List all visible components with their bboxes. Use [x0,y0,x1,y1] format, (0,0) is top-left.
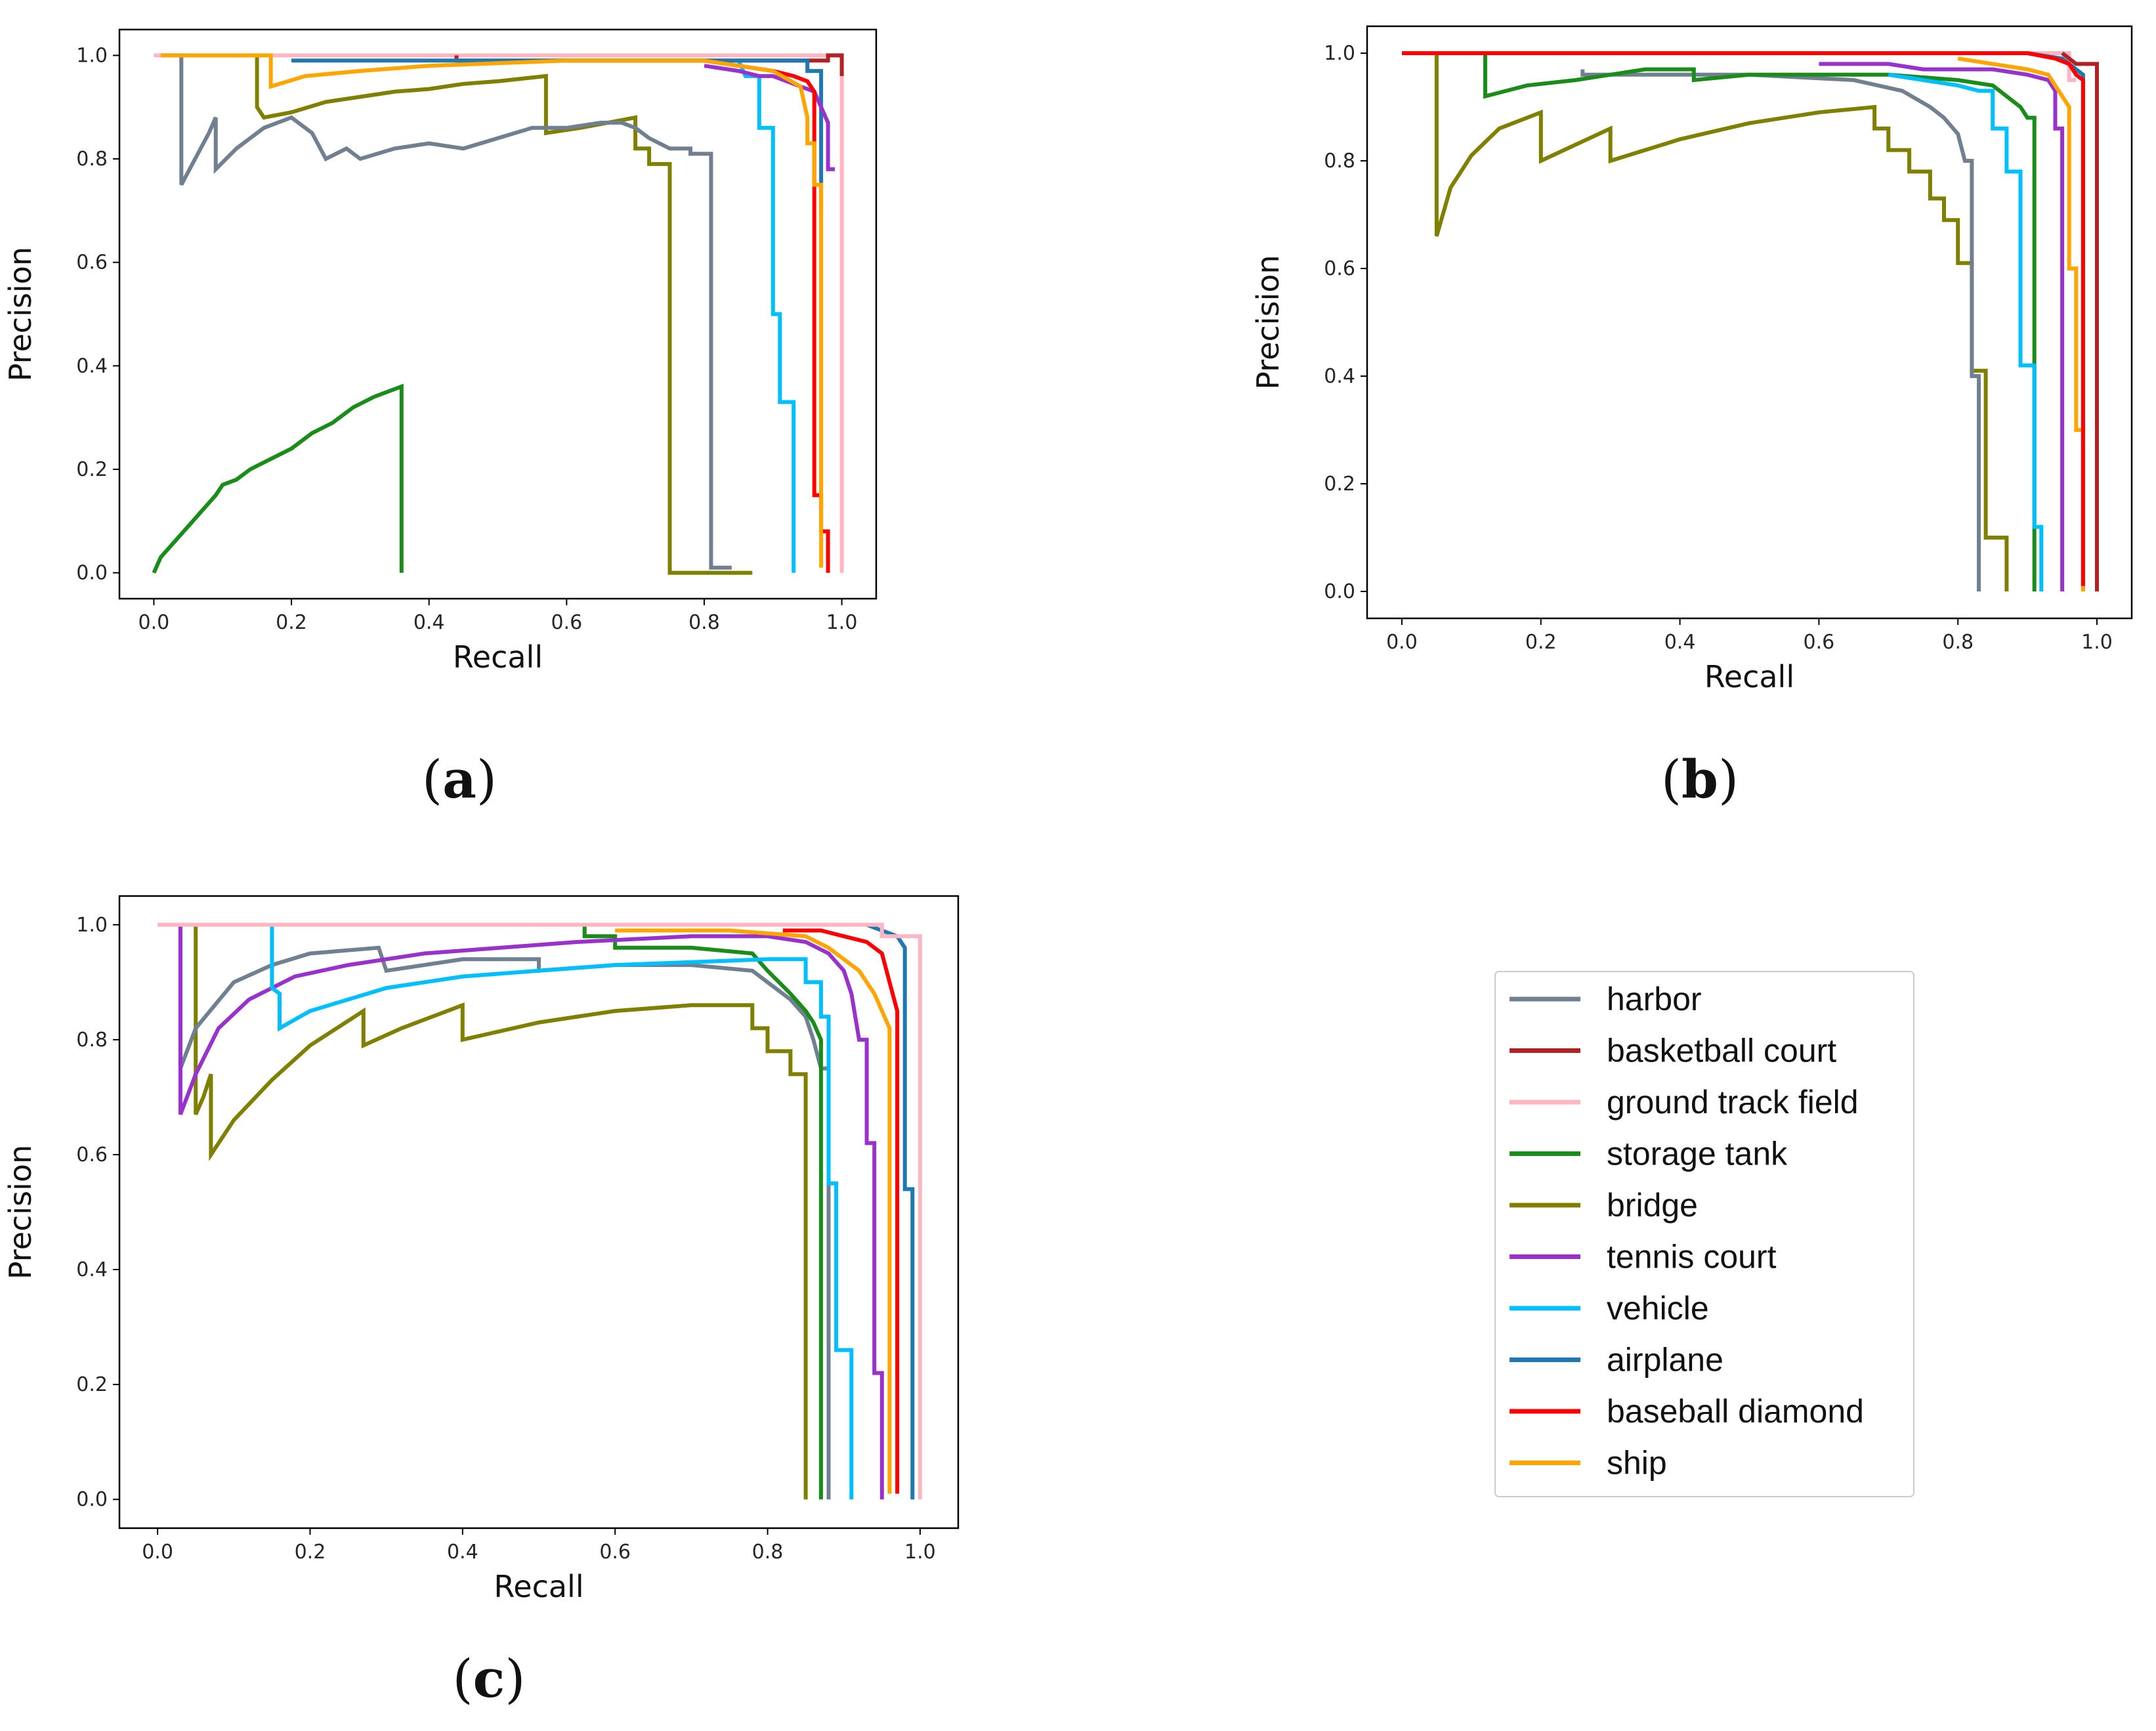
x-tick-label: 0.6 [599,1541,631,1564]
legend-item: storage tank [1510,1136,1788,1172]
series-line-ground-track-field [158,922,922,1500]
x-tick-label: 0.4 [447,1541,478,1564]
legend-item: basketball court [1510,1033,1836,1069]
series-line-ship [160,53,824,568]
chart-panel-b: 0.0 0.2 0.4 0.6 0.8 1.0 0.0 0.2 0.4 0.6 0.8 1.0 Reca… [1250,25,2133,810]
x-tick-label: 0.6 [1804,631,1835,654]
legend-item: airplane [1510,1342,1723,1378]
x-tick-label: 0.0 [138,611,170,634]
series-line-storage-tank [582,924,823,1500]
x-tick-label: 0.8 [1942,631,1974,654]
y-tick-label: 1.0 [76,914,108,937]
series-line-tennis-court [178,924,884,1500]
legend-label: ground track field [1607,1084,1859,1121]
legend-box [1494,971,1914,1497]
legend-label: baseball diamond [1607,1393,1864,1430]
x-tick-label: 0.2 [276,611,307,634]
x-tick-label: 0.4 [413,611,445,634]
series-line-tennis-court [1819,62,2065,591]
y-tick-label: 1.0 [1324,42,1355,65]
y-tick-label: 0.0 [76,562,108,585]
legend-label: vehicle [1607,1290,1709,1327]
series-group [1402,51,2099,591]
series-line-baseball-diamond [782,928,900,1494]
panels: 0.0 0.2 0.4 0.6 0.8 1.0 0.0 0.2 0.4 0.6 0.8 1.0 Reca… [3,25,2133,1709]
plot-frame [118,895,960,1529]
y-tick-label: 0.0 [76,1488,108,1511]
y-axis-label: Precision [3,1145,38,1279]
y-tick-label: 0.8 [76,148,108,171]
legend-label: ship [1607,1445,1667,1482]
y-tick-label: 1.0 [76,44,108,67]
plot-area [119,30,876,599]
x-tick-label: 0.0 [142,1541,173,1564]
y-tick-label: 0.8 [1324,150,1355,173]
plot-frame [118,28,877,600]
series-line-bridge [255,55,753,575]
plot-area [1367,26,2132,618]
series-line-storage-tank [1402,51,2037,591]
x-tick-label: 0.8 [688,611,720,634]
legend-item: baseball diamond [1510,1393,1864,1430]
legend-item: ship [1510,1445,1667,1482]
series-line-vehicle [1888,72,2044,591]
legend-label: bridge [1607,1187,1698,1224]
series-line-storage-tank [152,383,404,574]
series-line-baseball-diamond [1402,51,2085,586]
legend-label: tennis court [1607,1239,1777,1275]
y-tick-label: 0.4 [1324,365,1355,388]
y-tick-label: 0.0 [1324,580,1355,603]
series-line-bridge [1434,53,2009,591]
x-axis-label: Recall [453,639,543,675]
legend-item: ground track field [1510,1084,1859,1121]
series-line-bridge [194,924,808,1500]
panel-label: (b) [1661,748,1739,810]
x-tick-label: 0.4 [1664,631,1696,654]
series-line-ship [1957,56,2085,591]
series-line-harbor [160,53,732,570]
y-tick-label: 0.2 [76,1373,108,1396]
y-axis-label: Precision [3,247,38,381]
y-axis-label: Precision [1250,255,1286,389]
legend-item: vehicle [1510,1290,1709,1327]
x-tick-label: 0.6 [551,611,582,634]
x-axis-label: Recall [1704,659,1794,695]
y-tick-label: 0.6 [76,251,108,274]
y-tick-label: 0.6 [76,1143,108,1166]
x-tick-label: 0.0 [1386,631,1418,654]
x-tick-label: 0.2 [1525,631,1557,654]
plot-frame [1366,25,2133,620]
x-tick-label: 1.0 [2081,631,2113,654]
legend: harbor basketball court ground track field… [1494,971,1914,1497]
x-tick-label: 1.0 [904,1541,936,1564]
x-tick-label: 0.2 [295,1541,326,1564]
series-line-ship [615,928,892,1494]
series-line-basketball-court [2061,51,2099,591]
x-tick-label: 1.0 [826,611,858,634]
legend-item: bridge [1510,1187,1698,1224]
x-tick-label: 0.8 [752,1541,784,1564]
legend-label: airplane [1607,1342,1723,1378]
chart-panel-c: 0.0 0.2 0.4 0.6 0.8 1.0 0.0 0.2 0.4 0.6 0.8 1.0 Reca… [3,895,960,1709]
x-axis-label: Recall [494,1569,583,1604]
y-tick-label: 0.6 [1324,257,1355,280]
panel-label: (c) [452,1648,525,1709]
legend-label: harbor [1607,981,1702,1017]
legend-label: storage tank [1607,1136,1788,1172]
y-tick-label: 0.2 [1324,473,1355,496]
chart-panel-a: 0.0 0.2 0.4 0.6 0.8 1.0 0.0 0.2 0.4 0.6 0.8 1.0 Reca… [3,28,877,810]
series-group [158,922,922,1500]
legend-item: tennis court [1510,1239,1777,1275]
y-tick-label: 0.2 [76,458,108,481]
legend-item: harbor [1510,981,1702,1017]
y-tick-label: 0.4 [76,1258,108,1281]
series-line-vehicle [270,924,854,1500]
y-tick-label: 0.4 [76,354,108,377]
legend-label: basketball court [1607,1033,1836,1069]
y-tick-label: 0.8 [76,1029,108,1052]
plot-area [119,896,958,1528]
series-group [152,53,844,575]
panel-label: (a) [422,748,497,810]
